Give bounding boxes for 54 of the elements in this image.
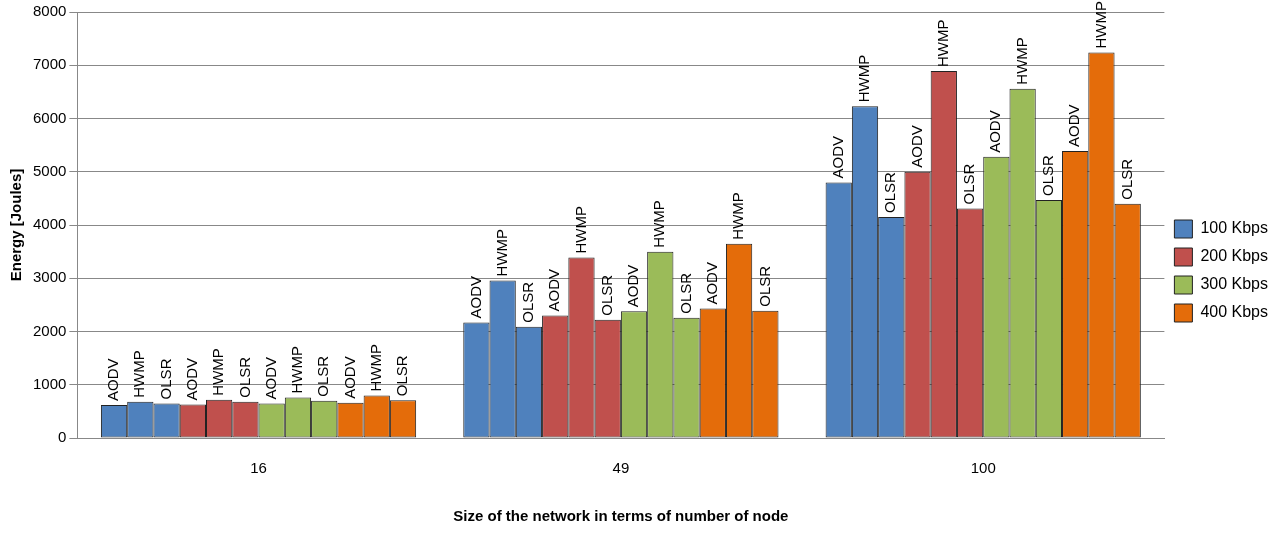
- y-tick-label: 0: [58, 428, 67, 446]
- data-label: OLSR: [1117, 158, 1135, 200]
- y-tick-label: 1000: [32, 374, 67, 392]
- data-label: AODV: [340, 356, 358, 399]
- y-axis-title: Energy [Joules]: [7, 168, 25, 282]
- data-label: OLSR: [676, 272, 694, 314]
- y-tick-label: 7000: [32, 55, 67, 73]
- x-tick-label: 100: [970, 459, 996, 477]
- data-label: OLSR: [960, 163, 978, 205]
- data-label: AODV: [1065, 104, 1083, 147]
- data-label: HWMP: [130, 350, 148, 398]
- x-axis-title: Size of the network in terms of number of node: [453, 507, 789, 525]
- data-label: OLSR: [755, 265, 773, 307]
- data-label: AODV: [907, 125, 925, 168]
- data-label: HWMP: [855, 54, 873, 103]
- data-label: AODV: [624, 264, 642, 308]
- data-label: AODV: [466, 275, 484, 319]
- data-label: AODV: [702, 262, 720, 305]
- x-tick-label: 16: [250, 459, 267, 477]
- data-label: AODV: [828, 135, 846, 179]
- legend-label: 400 Kbps: [1200, 303, 1268, 321]
- data-label: AODV: [986, 110, 1004, 153]
- data-label: HWMP: [729, 192, 747, 240]
- data-label: HWMP: [650, 200, 668, 248]
- data-label: OLSR: [1039, 154, 1057, 196]
- data-label: AODV: [545, 269, 563, 312]
- data-label: OLSR: [881, 172, 899, 214]
- y-tick-label: 5000: [32, 161, 67, 179]
- data-label: HWMP: [366, 343, 384, 392]
- data-label: HWMP: [288, 346, 306, 394]
- data-label: OLSR: [156, 358, 174, 400]
- data-label: OLSR: [314, 355, 332, 397]
- data-label: OLSR: [393, 355, 411, 397]
- data-label: HWMP: [1012, 37, 1030, 85]
- data-label: OLSR: [597, 274, 615, 316]
- legend-label: 200 Kbps: [1200, 247, 1268, 265]
- data-label: HWMP: [571, 205, 589, 254]
- data-label: HWMP: [933, 19, 951, 68]
- x-tick-label: 49: [612, 459, 630, 477]
- y-tick-label: 8000: [32, 2, 67, 20]
- data-label: AODV: [104, 358, 122, 401]
- y-tick-label: 2000: [32, 321, 67, 339]
- data-label: OLSR: [235, 356, 253, 398]
- data-label: AODV: [183, 357, 201, 401]
- data-label: HWMP: [209, 348, 227, 396]
- legend-label: 300 Kbps: [1200, 275, 1268, 293]
- y-tick-label: 3000: [32, 268, 67, 286]
- legend-label: 100 Kbps: [1200, 219, 1268, 237]
- y-tick-label: 6000: [32, 108, 67, 126]
- data-label: AODV: [261, 356, 279, 400]
- data-label: OLSR: [519, 281, 537, 323]
- data-label: HWMP: [492, 228, 510, 277]
- y-tick-label: 4000: [32, 215, 67, 233]
- data-label: HWMP: [1091, 0, 1109, 49]
